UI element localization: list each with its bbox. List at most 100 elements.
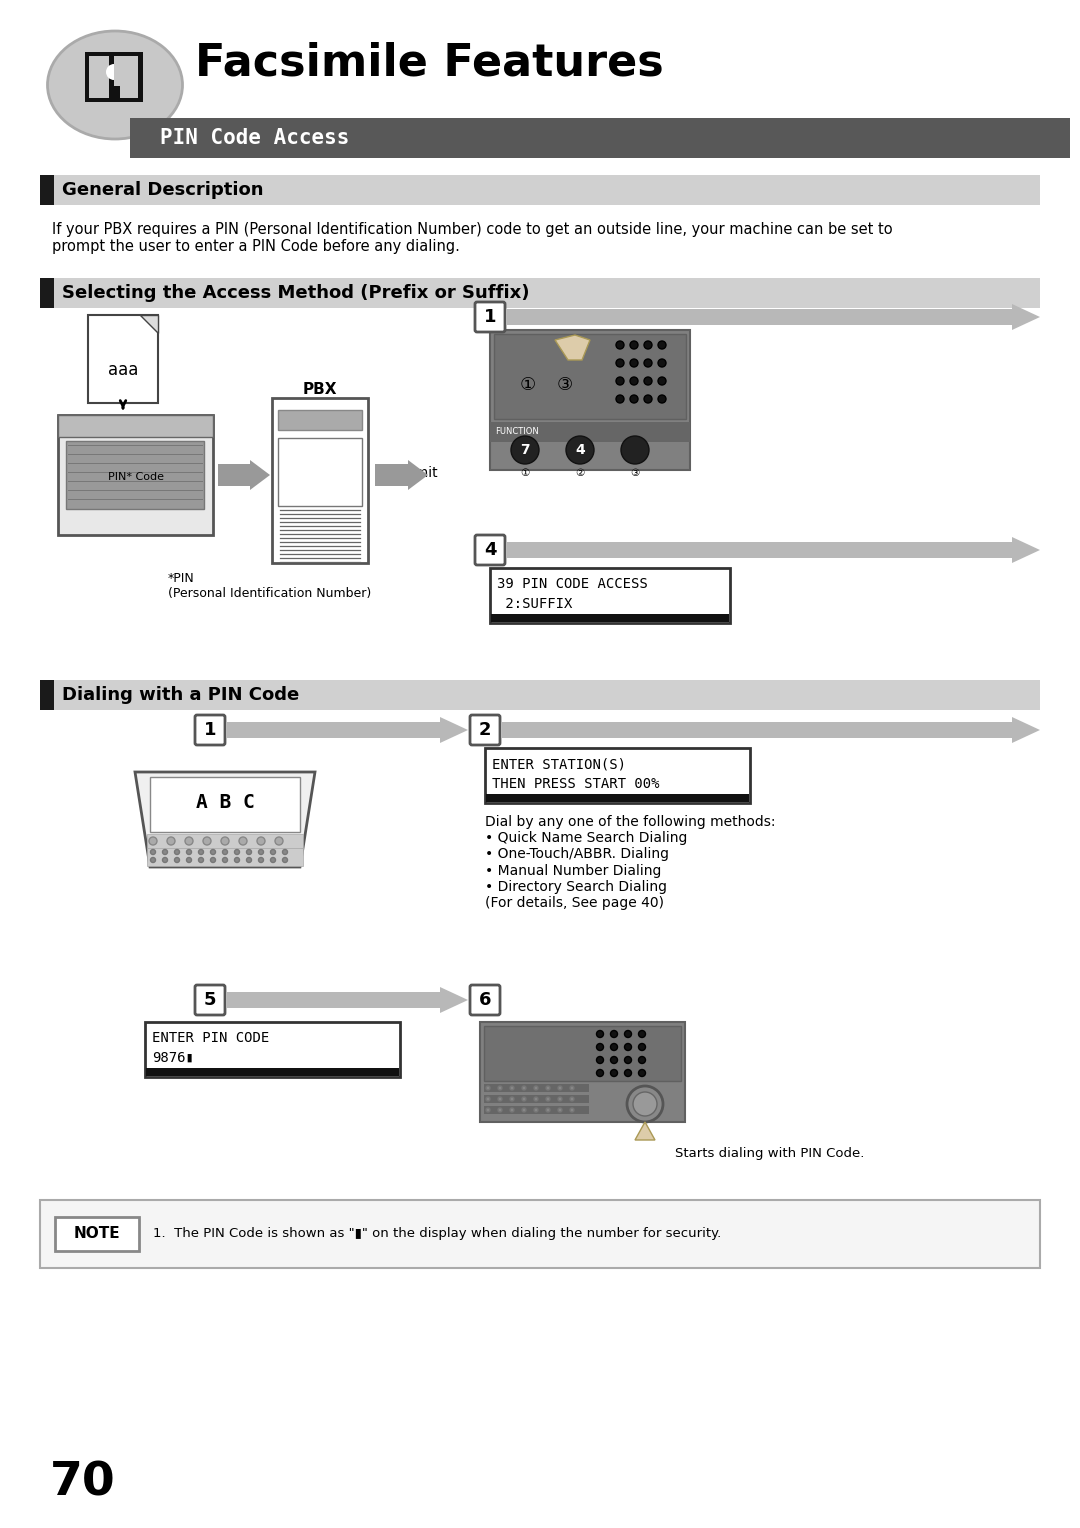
Circle shape	[203, 837, 211, 845]
Circle shape	[175, 850, 179, 854]
Circle shape	[644, 359, 652, 367]
Circle shape	[570, 1086, 573, 1089]
Text: 1: 1	[484, 309, 496, 325]
Circle shape	[258, 857, 264, 862]
Text: Starts dialing with PIN Code.: Starts dialing with PIN Code.	[675, 1148, 864, 1160]
Circle shape	[199, 850, 203, 854]
Circle shape	[610, 1044, 618, 1051]
Bar	[147, 848, 303, 866]
Text: A B C: A B C	[195, 793, 255, 811]
Bar	[502, 723, 1012, 738]
Text: ENTER STATION(S): ENTER STATION(S)	[492, 756, 626, 772]
Circle shape	[644, 396, 652, 403]
Circle shape	[498, 1108, 502, 1112]
Bar	[484, 1096, 589, 1103]
Circle shape	[486, 1086, 490, 1089]
Circle shape	[162, 857, 167, 862]
Circle shape	[616, 396, 624, 403]
Text: Transmit: Transmit	[378, 466, 437, 480]
Circle shape	[596, 1070, 604, 1077]
Polygon shape	[1012, 304, 1040, 330]
Bar	[40, 278, 1040, 309]
Text: THEN PRESS START 00%: THEN PRESS START 00%	[492, 776, 660, 790]
Circle shape	[624, 1056, 632, 1063]
Circle shape	[211, 850, 216, 854]
Text: 1.  The PIN Code is shown as "▮" on the display when dialing the number for secu: 1. The PIN Code is shown as "▮" on the d…	[153, 1227, 721, 1241]
Circle shape	[610, 1070, 618, 1077]
Circle shape	[106, 64, 122, 79]
Circle shape	[511, 435, 539, 465]
Circle shape	[510, 1108, 514, 1112]
Circle shape	[558, 1097, 562, 1102]
Bar	[40, 278, 54, 309]
Circle shape	[498, 1086, 502, 1089]
Text: 5: 5	[204, 992, 216, 1008]
Bar	[494, 335, 686, 419]
Polygon shape	[408, 460, 428, 490]
Circle shape	[627, 1086, 663, 1122]
Text: *PIN
(Personal Identification Number): *PIN (Personal Identification Number)	[168, 571, 372, 601]
Polygon shape	[1012, 717, 1040, 743]
Circle shape	[270, 850, 275, 854]
Circle shape	[546, 1108, 550, 1112]
Text: PBX: PBX	[302, 382, 337, 397]
Circle shape	[234, 857, 240, 862]
Bar	[484, 1106, 589, 1114]
Bar	[130, 118, 1070, 157]
Polygon shape	[440, 717, 468, 743]
FancyBboxPatch shape	[195, 715, 225, 746]
Circle shape	[257, 837, 265, 845]
Circle shape	[187, 850, 191, 854]
Circle shape	[658, 341, 666, 348]
Text: General Description: General Description	[62, 180, 264, 199]
Text: 7: 7	[521, 443, 530, 457]
Bar	[58, 416, 213, 535]
FancyBboxPatch shape	[470, 715, 500, 746]
Text: ①: ①	[519, 376, 536, 394]
Circle shape	[222, 857, 228, 862]
Text: Facsimile Features: Facsimile Features	[195, 41, 664, 86]
Text: 4: 4	[484, 541, 496, 559]
Text: ①: ①	[521, 468, 529, 478]
Circle shape	[149, 837, 157, 845]
Polygon shape	[135, 772, 315, 866]
Circle shape	[630, 341, 638, 348]
Text: 6: 6	[478, 992, 491, 1008]
Circle shape	[185, 837, 193, 845]
Circle shape	[616, 341, 624, 348]
Circle shape	[558, 1108, 562, 1112]
Circle shape	[167, 837, 175, 845]
Circle shape	[621, 435, 649, 465]
Text: 39 PIN CODE ACCESS: 39 PIN CODE ACCESS	[497, 578, 648, 591]
Circle shape	[239, 837, 247, 845]
Circle shape	[522, 1108, 526, 1112]
Circle shape	[638, 1044, 646, 1051]
Circle shape	[222, 850, 228, 854]
Text: aaa: aaa	[108, 361, 138, 379]
Circle shape	[234, 850, 240, 854]
Circle shape	[630, 396, 638, 403]
Bar	[278, 410, 362, 429]
Bar	[507, 542, 1012, 558]
Circle shape	[570, 1097, 573, 1102]
Circle shape	[522, 1097, 526, 1102]
Text: 2:SUFFIX: 2:SUFFIX	[497, 596, 572, 611]
Circle shape	[534, 1108, 538, 1112]
Bar	[490, 568, 730, 623]
Text: If your PBX requires a PIN (Personal Identification Number) code to get an outsi: If your PBX requires a PIN (Personal Ide…	[52, 222, 893, 254]
Circle shape	[638, 1070, 646, 1077]
Text: 2: 2	[478, 721, 491, 740]
Circle shape	[162, 850, 167, 854]
Circle shape	[610, 1056, 618, 1063]
Circle shape	[566, 435, 594, 465]
Text: FUNCTION: FUNCTION	[495, 426, 539, 435]
Circle shape	[498, 1097, 502, 1102]
Bar	[484, 1083, 589, 1093]
Circle shape	[596, 1030, 604, 1038]
Circle shape	[175, 857, 179, 862]
Circle shape	[596, 1056, 604, 1063]
Bar	[227, 992, 440, 1008]
Polygon shape	[1012, 536, 1040, 562]
Bar	[272, 397, 368, 562]
Bar	[40, 680, 1040, 711]
